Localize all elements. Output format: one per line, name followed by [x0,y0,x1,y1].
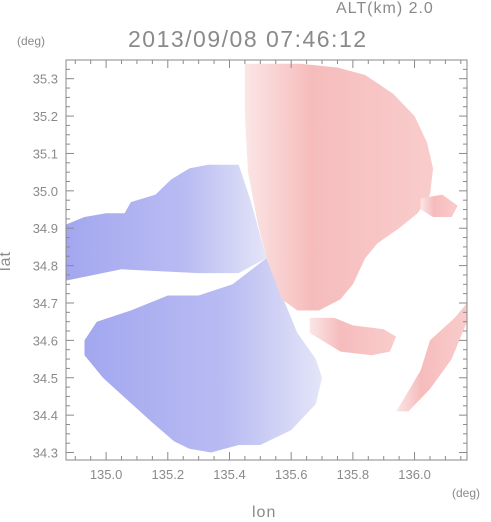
east-red-islands [420,194,458,217]
plot-border [65,59,468,461]
x-tick-label: 135.6 [275,467,308,482]
west-blue-sector [66,164,267,281]
southwest-blue-sector [84,258,322,453]
y-tick-label: 34.5 [33,371,58,386]
tick-marks: 135.0 135.2 135.4 135.6 135.8 136.0 34.3 34.4 34… [33,59,467,482]
east-red-sector [244,63,434,311]
y-axis-unit: (deg) [17,34,46,48]
y-tick-label: 35.0 [33,184,58,199]
y-tick-label: 34.7 [33,296,58,311]
x-tick-label: 136.0 [398,467,431,482]
southeast-red-band [309,317,397,356]
y-tick-label: 35.3 [33,72,58,87]
y-tick-label: 35.1 [33,146,58,161]
data-regions [66,63,467,453]
x-axis-unit: (deg) [452,486,481,500]
y-tick-label: 35.2 [33,109,58,124]
y-tick-label: 34.3 [33,446,58,461]
x-tick-label: 135.4 [213,467,246,482]
altitude-label: ALT(km) 2.0 [336,0,434,17]
timestamp-title: 2013/09/08 07:46:12 [128,26,368,52]
x-tick-label: 135.2 [152,467,185,482]
x-tick-label: 135.8 [337,467,370,482]
y-tick-label: 34.9 [33,221,58,236]
plot-frame [65,59,468,461]
x-tick-label: 135.0 [90,467,123,482]
y-tick-label: 34.4 [33,408,58,423]
y-tick-label: 34.6 [33,333,58,348]
y-tick-label: 34.8 [33,259,58,274]
x-axis-label: lon [252,504,277,521]
far-east-red-arc [396,303,467,412]
